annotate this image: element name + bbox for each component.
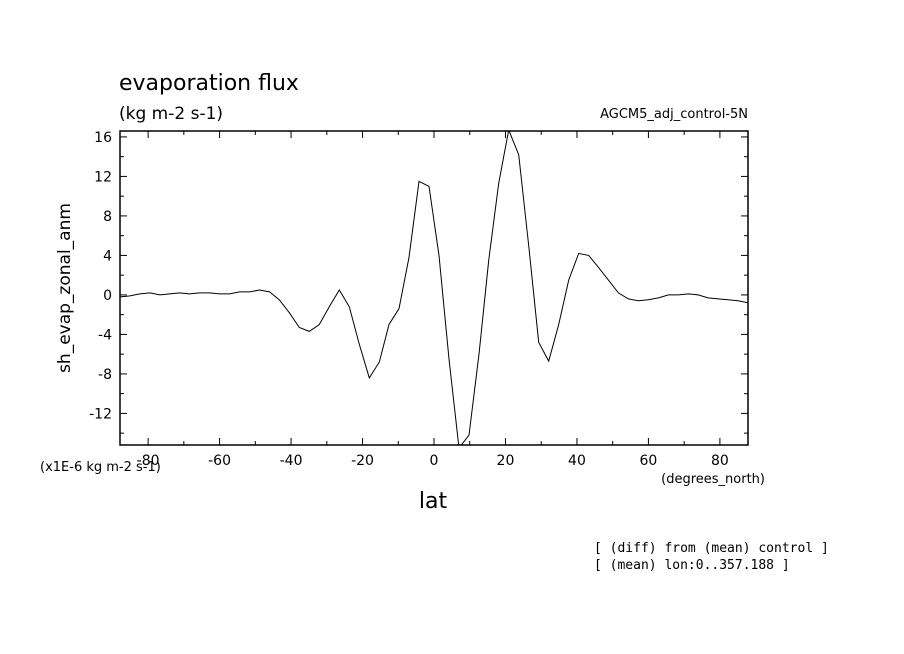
- y-tick-label: 12: [94, 169, 112, 185]
- y-tick-label: -4: [98, 327, 112, 343]
- y-tick-label: 8: [103, 209, 112, 225]
- x-tick-label: 20: [497, 453, 515, 469]
- x-tick-label: 0: [430, 453, 439, 469]
- y-tick-label: 0: [103, 288, 112, 304]
- x-tick-label: 40: [568, 453, 586, 469]
- x-tick-label: -60: [208, 453, 231, 469]
- x-tick-label: -40: [280, 453, 303, 469]
- x-axis-label: lat: [419, 489, 448, 514]
- x-tick-label: 60: [640, 453, 658, 469]
- y-tick-label: 16: [94, 130, 112, 146]
- y-tick-label: -12: [89, 406, 112, 422]
- y-tick-label: -8: [98, 367, 112, 383]
- y-axis-label: sh_evap_zonal_anm: [55, 203, 75, 373]
- note-mean: [ (mean) lon:0..357.188 ]: [594, 558, 790, 573]
- y-tick-label: 4: [103, 248, 112, 264]
- series-line: [120, 131, 748, 445]
- x-tick-label: 80: [711, 453, 729, 469]
- plot-frame: [119, 130, 749, 446]
- x-axis: -80 -60 -40 -20 0 20 40 60 80: [137, 131, 729, 469]
- y-axis: -12 -8 -4 0 4 8 12 16: [89, 130, 748, 434]
- experiment-label: AGCM5_adj_control-5N: [600, 107, 748, 122]
- chart-units: (kg m-2 s-1): [119, 104, 223, 124]
- note-diff: [ (diff) from (mean) control ]: [594, 541, 829, 556]
- x-tick-label: -80: [137, 453, 160, 469]
- x-tick-label: -20: [351, 453, 374, 469]
- y-scale-note: (x1E-6 kg m-2 s-1): [40, 460, 161, 475]
- x-units-label: (degrees_north): [661, 472, 765, 487]
- chart-title: evaporation flux: [119, 71, 299, 96]
